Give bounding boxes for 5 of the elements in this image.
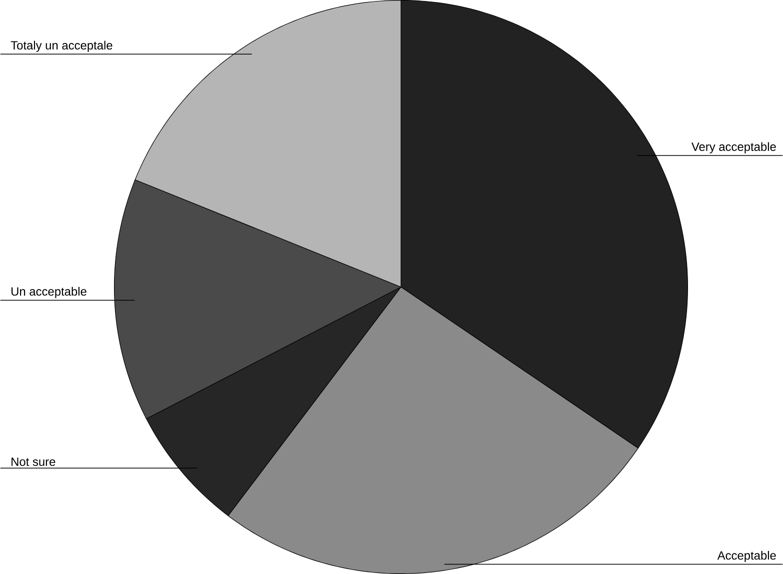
slice-label: Un acceptable: [12, 286, 86, 298]
slice-label: Acceptable: [717, 550, 776, 562]
slice-label: Totaly un acceptale: [10, 40, 112, 52]
slice-label: Very acceptable: [691, 142, 776, 154]
slice-label: Not sure: [12, 458, 56, 466]
